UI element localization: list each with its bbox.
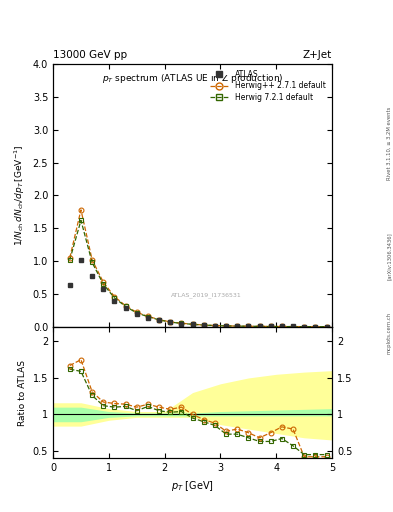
Y-axis label: $1/N_\mathrm{ch}\,dN_\mathrm{ch}/dp_T\,[\mathrm{GeV}^{-1}]$: $1/N_\mathrm{ch}\,dN_\mathrm{ch}/dp_T\,[… <box>13 145 27 246</box>
Text: ATLAS_2019_I1736531: ATLAS_2019_I1736531 <box>171 292 242 298</box>
Text: Rivet 3.1.10, ≥ 3.2M events: Rivet 3.1.10, ≥ 3.2M events <box>387 106 391 180</box>
Text: [arXiv:1306.3436]: [arXiv:1306.3436] <box>387 232 391 280</box>
Y-axis label: Ratio to ATLAS: Ratio to ATLAS <box>18 359 27 425</box>
Text: $p_T$ spectrum (ATLAS UE in Z production): $p_T$ spectrum (ATLAS UE in Z production… <box>102 72 283 85</box>
X-axis label: $p_T$ [GeV]: $p_T$ [GeV] <box>171 479 214 493</box>
Text: 13000 GeV pp: 13000 GeV pp <box>53 50 127 60</box>
Text: Z+Jet: Z+Jet <box>303 50 332 60</box>
Legend: ATLAS, Herwig++ 2.7.1 default, Herwig 7.2.1 default: ATLAS, Herwig++ 2.7.1 default, Herwig 7.… <box>208 68 328 104</box>
Text: mcplots.cern.ch: mcplots.cern.ch <box>387 312 391 354</box>
